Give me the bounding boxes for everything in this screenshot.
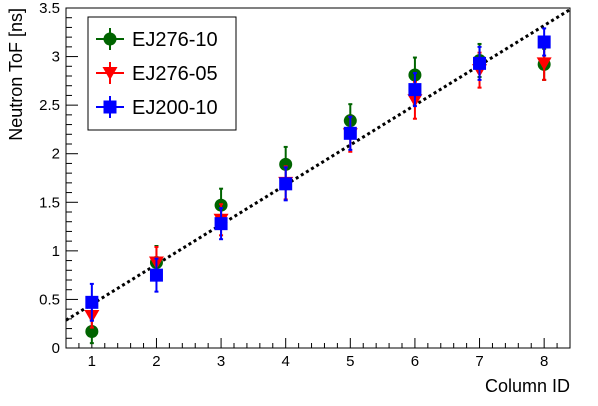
data-point [343, 126, 357, 140]
legend-label: EJ276-05 [132, 63, 218, 85]
data-point [536, 57, 552, 71]
x-tick-label: 2 [152, 353, 160, 370]
data-point [85, 324, 99, 338]
x-tick-label: 1 [88, 353, 96, 370]
series-ej200-10 [85, 27, 551, 322]
x-axis-label: Column ID [485, 376, 570, 396]
legend-marker [103, 100, 117, 114]
data-point [85, 295, 99, 309]
legend: EJ276-10 EJ276-05 EJ200-10 [87, 16, 237, 131]
x-tick-label: 4 [282, 353, 290, 370]
y-tick-label: 0 [52, 340, 60, 357]
y-tick-label: 1.5 [39, 194, 60, 211]
data-point [279, 177, 293, 191]
y-axis: 0 0.5 1 1.5 2 2.5 3 3.5 [39, 0, 78, 357]
legend-marker [103, 32, 117, 46]
series-group [84, 27, 552, 345]
y-tick-label: 3 [52, 49, 60, 66]
x-tick-label: 6 [411, 353, 419, 370]
data-point [408, 83, 422, 97]
y-tick-label: 0.5 [39, 291, 60, 308]
x-tick-label: 7 [475, 353, 483, 370]
data-point [537, 35, 551, 49]
y-tick-label: 3.5 [39, 0, 60, 17]
y-tick-label: 2 [52, 146, 60, 163]
x-axis: 1 2 3 4 5 6 7 8 [78, 338, 571, 370]
legend-label: EJ276-10 [132, 29, 218, 51]
plot-frame [65, 7, 571, 349]
y-axis-label: Neutron ToF [ns] [6, 8, 26, 141]
data-point [473, 56, 487, 70]
legend-marker [102, 67, 118, 80]
x-tick-label: 5 [346, 353, 354, 370]
data-point [279, 157, 293, 171]
y-tick-label: 2.5 [39, 97, 60, 114]
x-tick-label: 3 [217, 353, 225, 370]
legend-label: EJ200-10 [132, 97, 218, 119]
data-point [214, 217, 228, 231]
x-tick-label: 8 [540, 353, 548, 370]
data-point [149, 268, 163, 282]
y-tick-label: 1 [52, 243, 60, 260]
